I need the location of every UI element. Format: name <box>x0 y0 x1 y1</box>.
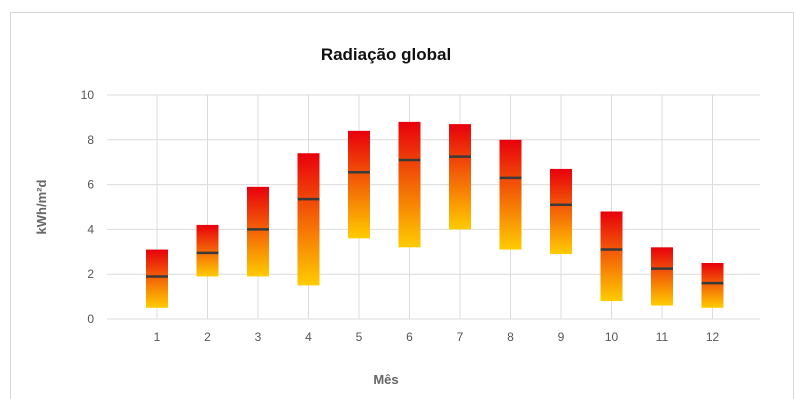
x-tick-label: 8 <box>507 330 514 344</box>
x-tick-label: 12 <box>706 330 720 344</box>
y-axis-label: kWh/m²d <box>34 180 49 235</box>
x-tick-label: 7 <box>457 330 464 344</box>
range-bar <box>651 247 673 306</box>
y-tick-label: 2 <box>87 267 94 281</box>
x-tick-label: 2 <box>204 330 211 344</box>
range-bar <box>449 124 471 230</box>
range-bar <box>499 139 522 250</box>
y-tick-label: 10 <box>81 88 95 102</box>
range-bar <box>247 186 269 277</box>
x-tick-label: 4 <box>305 330 312 344</box>
range-bar <box>600 211 623 302</box>
x-tick-label: 6 <box>406 330 413 344</box>
range-bar <box>196 224 219 277</box>
y-tick-label: 4 <box>87 222 94 236</box>
x-tick-labels: 1 2 3 4 5 6 7 8 9 10 11 12 <box>154 330 720 344</box>
x-tick-label: 9 <box>558 330 565 344</box>
range-bar <box>701 263 724 308</box>
x-tick-label: 5 <box>356 330 363 344</box>
x-tick-label: 3 <box>255 330 262 344</box>
range-bar <box>348 130 370 239</box>
range-bar <box>297 153 320 286</box>
y-tick-labels: 0 2 4 6 8 10 <box>81 88 95 326</box>
y-tick-label: 8 <box>87 133 94 147</box>
range-bar <box>550 168 572 255</box>
x-tick-label: 1 <box>154 330 161 344</box>
mean-markers <box>146 155 724 285</box>
x-axis-label: Mês <box>373 372 398 387</box>
y-tick-label: 6 <box>87 178 94 192</box>
chart-title: Radiação global <box>321 45 451 64</box>
bar-series <box>146 121 724 308</box>
y-tick-label: 0 <box>87 312 94 326</box>
range-bar <box>398 121 421 248</box>
x-tick-label: 11 <box>656 330 669 344</box>
range-bar <box>146 249 168 308</box>
x-tick-label: 10 <box>605 330 619 344</box>
